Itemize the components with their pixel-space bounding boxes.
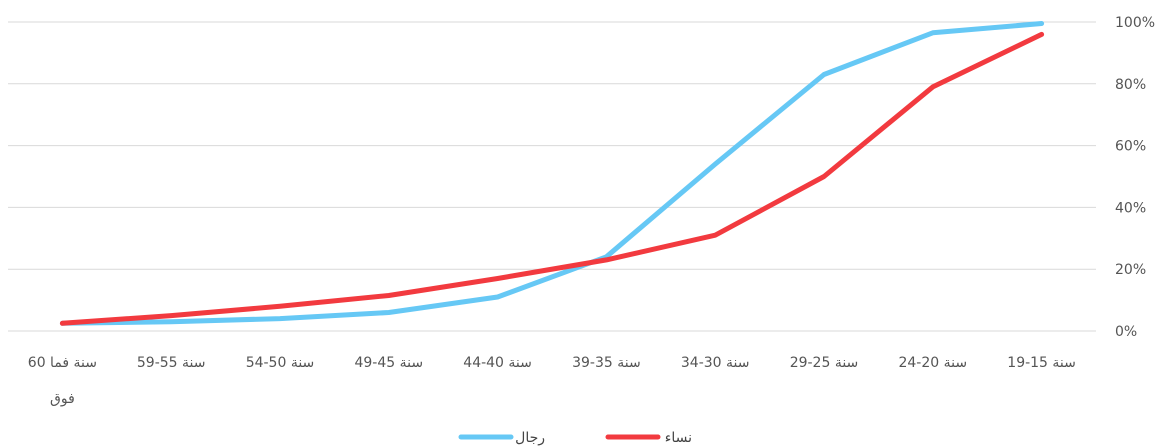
gridlines (8, 21, 1096, 332)
y-axis-ticks: 0% 20% 40% 60% 80% 100% (1115, 15, 1155, 340)
legend: رجال نساء (458, 430, 692, 446)
series-line (59, 21, 1045, 326)
y-tick-label: 60% (1115, 139, 1146, 155)
y-tick-label: 80% (1115, 77, 1146, 93)
x-tick-label: 39-35 سنة (572, 355, 641, 371)
y-tick-label: 0% (1115, 324, 1137, 340)
x-tick-label: 54-50 سنة (246, 355, 315, 371)
x-tick-label: 19-15 سنة (1007, 355, 1076, 371)
x-axis-ticks: 60 سنة فما فوق 59-55 سنة 54-50 سنة 49-45 سنة… (28, 355, 1076, 407)
x-tick-label: 49-45 سنة (354, 355, 423, 371)
legend-label: نساء (665, 430, 692, 446)
x-tick-label: 44-40 سنة (463, 355, 532, 371)
y-tick-label: 20% (1115, 262, 1146, 278)
y-tick-label: 100% (1115, 15, 1155, 31)
series-lines (59, 21, 1045, 326)
series-line (59, 31, 1045, 326)
x-tick-label: 60 سنة فما فوق (28, 355, 97, 407)
y-tick-label: 40% (1115, 200, 1146, 216)
x-tick-label: 34-30 سنة (681, 355, 750, 371)
x-tick-label: 24-20 سنة (898, 355, 967, 371)
x-tick-label: 29-25 سنة (790, 355, 859, 371)
x-tick-label: 59-55 سنة (137, 355, 206, 371)
legend-label: رجال (515, 430, 545, 446)
